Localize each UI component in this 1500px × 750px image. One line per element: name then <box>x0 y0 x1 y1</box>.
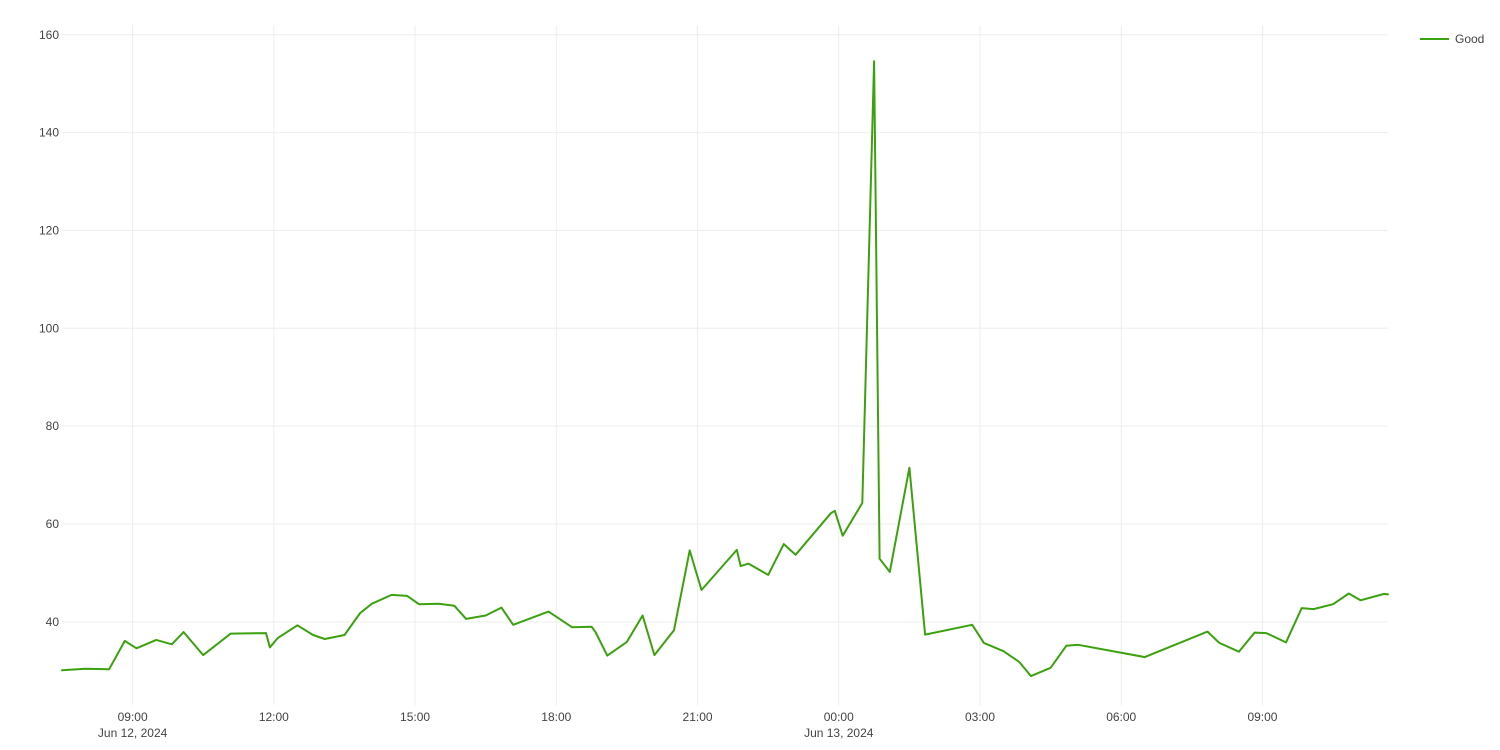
x-tick-label: 21:00 <box>683 710 713 724</box>
y-tick-label: 140 <box>39 126 59 140</box>
x-tick-label: 15:00 <box>400 710 430 724</box>
x-tick-label: 06:00 <box>1106 710 1136 724</box>
series-layer <box>61 60 1389 678</box>
y-tick-label: 160 <box>39 28 59 42</box>
grid <box>62 25 1388 705</box>
legend[interactable]: Good <box>1420 32 1484 46</box>
x-tick-label: 09:00 <box>1247 710 1277 724</box>
y-tick-label: 120 <box>39 223 59 237</box>
x-tick-label: 03:00 <box>965 710 995 724</box>
x-tick-date-label: Jun 13, 2024 <box>804 726 874 740</box>
series-line-good[interactable] <box>61 60 1389 678</box>
y-tick-label: 100 <box>39 321 59 335</box>
y-tick-label: 80 <box>46 419 60 433</box>
x-tick-label: 00:00 <box>824 710 854 724</box>
axes: 40 60 80 100 120 140 160 09:00 Jun 12, 2024 12:00… <box>39 28 1278 740</box>
y-tick-label: 40 <box>46 615 60 629</box>
x-tick-label: 12:00 <box>259 710 289 724</box>
x-tick-date-label: Jun 12, 2024 <box>98 726 168 740</box>
x-tick-label: 18:00 <box>541 710 571 724</box>
legend-label[interactable]: Good <box>1455 32 1484 46</box>
y-tick-label: 60 <box>46 517 60 531</box>
x-tick-label: 09:00 <box>118 710 148 724</box>
